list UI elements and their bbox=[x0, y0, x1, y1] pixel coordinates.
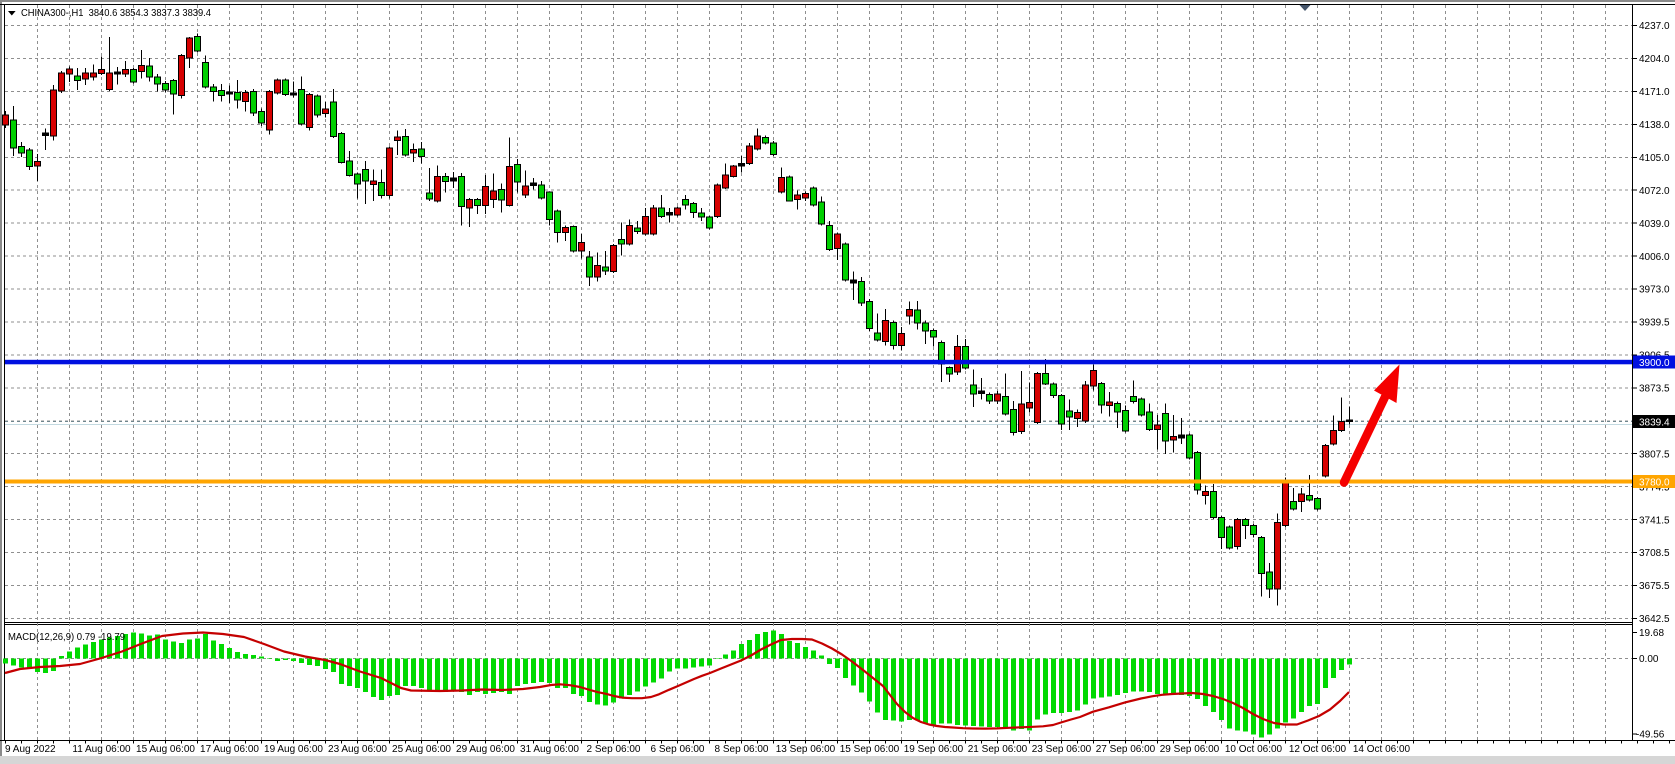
svg-text:3642.5: 3642.5 bbox=[1639, 614, 1670, 625]
svg-text:3939.5: 3939.5 bbox=[1639, 318, 1670, 329]
svg-text:3839.4: 3839.4 bbox=[1639, 418, 1670, 429]
svg-text:0.00: 0.00 bbox=[1639, 654, 1659, 665]
svg-text:12 Oct 06:00: 12 Oct 06:00 bbox=[1289, 744, 1347, 755]
svg-text:9 Aug 2022: 9 Aug 2022 bbox=[5, 744, 56, 755]
svg-text:4237.0: 4237.0 bbox=[1639, 21, 1670, 32]
svg-text:31 Aug 06:00: 31 Aug 06:00 bbox=[520, 744, 579, 755]
svg-text:CHINA300-,H1 3840.6 3854.3 38: CHINA300-,H1 3840.6 3854.3 3837.3 3839.4 bbox=[21, 7, 211, 19]
svg-text:15 Aug 06:00: 15 Aug 06:00 bbox=[136, 744, 195, 755]
svg-text:4072.0: 4072.0 bbox=[1639, 186, 1670, 197]
svg-text:3675.5: 3675.5 bbox=[1639, 581, 1670, 592]
svg-text:4171.0: 4171.0 bbox=[1639, 87, 1670, 98]
svg-text:4105.0: 4105.0 bbox=[1639, 153, 1670, 164]
svg-text:3807.5: 3807.5 bbox=[1639, 449, 1670, 460]
svg-text:29 Sep 06:00: 29 Sep 06:00 bbox=[1160, 744, 1220, 755]
svg-text:4006.0: 4006.0 bbox=[1639, 252, 1670, 263]
svg-text:23 Sep 06:00: 23 Sep 06:00 bbox=[1032, 744, 1092, 755]
svg-text:6 Sep 06:00: 6 Sep 06:00 bbox=[651, 744, 705, 755]
svg-text:3708.5: 3708.5 bbox=[1639, 548, 1670, 559]
svg-text:17 Aug 06:00: 17 Aug 06:00 bbox=[200, 744, 259, 755]
svg-text:4204.0: 4204.0 bbox=[1639, 54, 1670, 65]
svg-text:10 Oct 06:00: 10 Oct 06:00 bbox=[1225, 744, 1283, 755]
svg-text:19 Aug 06:00: 19 Aug 06:00 bbox=[264, 744, 323, 755]
svg-text:-49.56: -49.56 bbox=[1636, 730, 1665, 741]
svg-text:25 Aug 06:00: 25 Aug 06:00 bbox=[392, 744, 451, 755]
svg-text:23 Aug 06:00: 23 Aug 06:00 bbox=[328, 744, 387, 755]
svg-text:19.68: 19.68 bbox=[1639, 628, 1664, 639]
svg-text:4039.0: 4039.0 bbox=[1639, 219, 1670, 230]
svg-text:13 Sep 06:00: 13 Sep 06:00 bbox=[776, 744, 836, 755]
svg-text:11 Aug 06:00: 11 Aug 06:00 bbox=[72, 744, 131, 755]
svg-text:8 Sep 06:00: 8 Sep 06:00 bbox=[715, 744, 769, 755]
svg-text:29 Aug 06:00: 29 Aug 06:00 bbox=[456, 744, 515, 755]
svg-text:3741.5: 3741.5 bbox=[1639, 515, 1670, 526]
svg-text:27 Sep 06:00: 27 Sep 06:00 bbox=[1096, 744, 1156, 755]
svg-text:MACD(12,26,9) 0.79 -19.79: MACD(12,26,9) 0.79 -19.79 bbox=[8, 632, 125, 643]
svg-text:21 Sep 06:00: 21 Sep 06:00 bbox=[968, 744, 1028, 755]
svg-text:3873.5: 3873.5 bbox=[1639, 384, 1670, 395]
svg-text:15 Sep 06:00: 15 Sep 06:00 bbox=[840, 744, 900, 755]
svg-text:19 Sep 06:00: 19 Sep 06:00 bbox=[904, 744, 964, 755]
svg-text:4138.0: 4138.0 bbox=[1639, 120, 1670, 131]
svg-text:3900.0: 3900.0 bbox=[1639, 358, 1670, 369]
svg-text:14 Oct 06:00: 14 Oct 06:00 bbox=[1353, 744, 1411, 755]
svg-text:3973.0: 3973.0 bbox=[1639, 285, 1670, 296]
svg-text:2 Sep 06:00: 2 Sep 06:00 bbox=[587, 744, 641, 755]
svg-text:3780.0: 3780.0 bbox=[1639, 478, 1670, 489]
